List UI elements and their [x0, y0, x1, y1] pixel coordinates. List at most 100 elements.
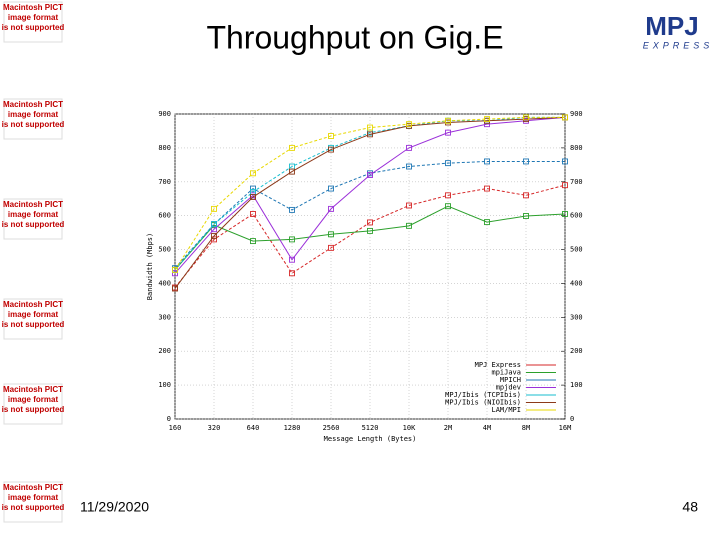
- slide-title: Throughput on Gig.E: [206, 19, 503, 55]
- legend-label: MPJ Express: [475, 361, 521, 369]
- series-marker: [445, 117, 451, 124]
- y2-tick-label: 0: [570, 415, 574, 423]
- x-tick-label: 2M: [444, 424, 452, 432]
- series-marker: [211, 221, 217, 228]
- series-marker: [484, 185, 490, 192]
- x-tick-label: 320: [208, 424, 221, 432]
- y2-tick-label: 600: [570, 212, 583, 220]
- series-marker: [562, 158, 568, 165]
- series-marker: [289, 236, 295, 243]
- series-marker: [445, 160, 451, 167]
- series-marker: [211, 233, 217, 239]
- series-marker: [406, 163, 412, 170]
- series-marker: [406, 202, 412, 209]
- series-marker: [172, 266, 178, 273]
- y2-tick-label: 400: [570, 279, 583, 287]
- series-marker: [562, 114, 568, 121]
- x-tick-label: 16M: [559, 424, 572, 432]
- series-marker: [406, 144, 412, 151]
- series-marker: [445, 203, 451, 210]
- x-tick-label: 640: [247, 424, 260, 432]
- series-marker: [523, 158, 529, 165]
- page-number: 48: [682, 499, 698, 515]
- series-marker: [523, 114, 529, 121]
- placeholder-text: image format: [8, 395, 59, 404]
- series-marker: [523, 192, 529, 199]
- placeholder-box: [3, 98, 63, 140]
- placeholder-text: Macintosh PICT: [3, 483, 63, 492]
- slide-date: 11/29/2020: [80, 499, 149, 515]
- legend-label: MPICH: [500, 376, 521, 384]
- placeholder-box: [3, 383, 63, 425]
- legend-label: MPJ/Ibis (TCPIbis): [445, 391, 521, 399]
- series-marker: [523, 213, 529, 219]
- series-line: [174, 160, 565, 269]
- series-marker: [289, 256, 295, 263]
- y-tick-label: 700: [158, 178, 171, 186]
- x-tick-label: 160: [169, 424, 182, 432]
- x-tick-label: 2560: [323, 424, 340, 432]
- series-marker: [250, 170, 256, 177]
- y-tick-label: 0: [167, 415, 171, 423]
- y2-tick-label: 800: [570, 144, 583, 152]
- series-marker: [328, 205, 334, 212]
- series-marker: [328, 244, 334, 251]
- series-marker: [367, 219, 373, 226]
- legend-label: LAM/MPI: [491, 406, 521, 414]
- series-marker: [289, 168, 295, 175]
- y-tick-label: 200: [158, 347, 171, 355]
- y2-tick-label: 700: [570, 178, 583, 186]
- placeholder-text: Macintosh PICT: [3, 200, 63, 209]
- y2-tick-label: 900: [570, 110, 583, 118]
- y2-tick-label: 300: [570, 313, 583, 321]
- series-line: [174, 116, 566, 274]
- placeholder-box: [3, 198, 63, 240]
- series-marker: [406, 121, 412, 128]
- logo-text: EXPRESS: [643, 40, 714, 50]
- y-tick-label: 500: [158, 246, 171, 254]
- series-line: [174, 116, 565, 271]
- x-tick-label: 1280: [284, 424, 301, 432]
- placeholder-text: image format: [8, 310, 59, 319]
- y2-tick-label: 200: [570, 347, 583, 355]
- series-marker: [484, 158, 490, 165]
- series-marker: [250, 194, 256, 200]
- x-tick-label: 4M: [483, 424, 491, 432]
- series-marker: [289, 144, 295, 151]
- placeholder-text: is not supported: [2, 220, 65, 229]
- series-marker: [484, 116, 490, 123]
- series-marker: [328, 185, 334, 192]
- placeholder-box: [3, 298, 63, 340]
- placeholder-text: Macintosh PICT: [3, 300, 63, 309]
- legend-label: MPJ/Ibis (NIOIbis): [445, 399, 521, 407]
- series-marker: [328, 146, 334, 153]
- y-tick-label: 800: [158, 144, 171, 152]
- series-marker: [562, 182, 568, 189]
- y-axis-label: Bandwidth (Mbps): [146, 233, 154, 300]
- placeholder-box: [3, 481, 63, 523]
- placeholder-text: is not supported: [2, 320, 65, 329]
- y-tick-label: 100: [158, 381, 171, 389]
- y2-tick-label: 100: [570, 381, 583, 389]
- placeholder-box: [3, 1, 63, 43]
- series-marker: [445, 129, 451, 136]
- series-marker: [172, 285, 178, 292]
- y-tick-label: 400: [158, 279, 171, 287]
- placeholder-text: is not supported: [2, 120, 65, 129]
- series-marker: [289, 270, 295, 277]
- series-marker: [562, 211, 568, 217]
- series-line: [174, 205, 566, 271]
- series-marker: [367, 172, 373, 178]
- series-line: [174, 116, 566, 289]
- series-marker: [367, 131, 373, 138]
- series-marker: [289, 206, 295, 213]
- placeholder-text: Macintosh PICT: [3, 385, 63, 394]
- placeholder-text: image format: [8, 110, 59, 119]
- y-tick-label: 600: [158, 212, 171, 220]
- series-marker: [250, 185, 256, 192]
- series-marker: [211, 205, 217, 212]
- placeholder-text: is not supported: [2, 405, 65, 414]
- placeholder-text: image format: [8, 493, 59, 502]
- series-marker: [250, 238, 256, 245]
